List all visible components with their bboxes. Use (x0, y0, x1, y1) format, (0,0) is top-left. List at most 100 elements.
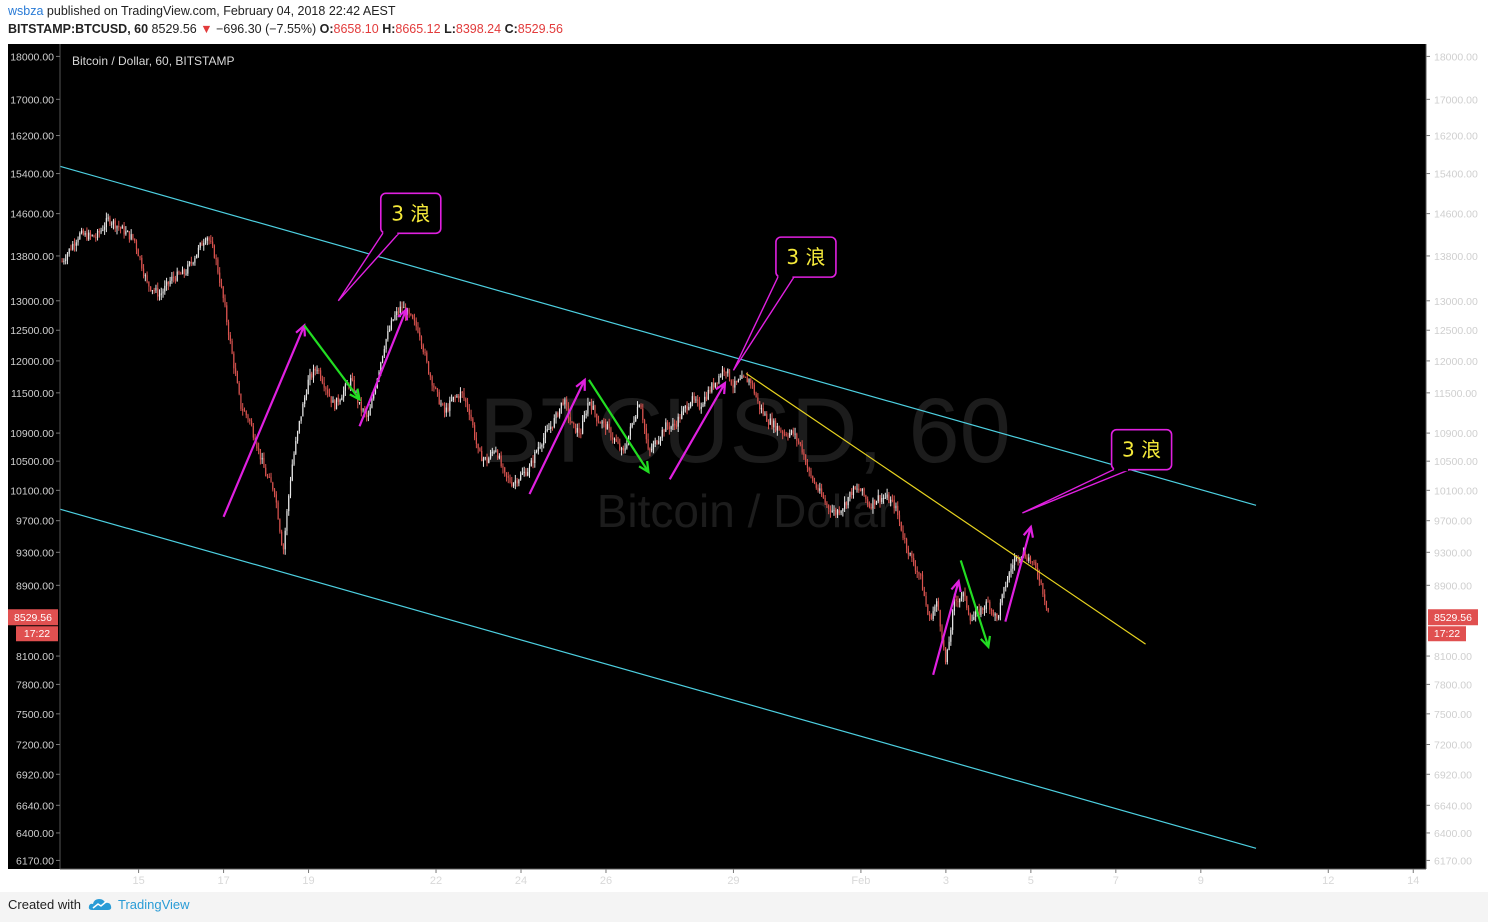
candle-body (118, 225, 120, 228)
candle-body (451, 400, 453, 402)
candle-body (96, 230, 99, 238)
candle-body (879, 495, 881, 502)
candle-body (966, 596, 968, 608)
candle-body (550, 426, 552, 430)
candle-body (789, 433, 791, 437)
candle-body (659, 437, 662, 442)
candle-body (812, 476, 814, 482)
candle-body (346, 384, 348, 386)
candle-body (622, 448, 624, 451)
candle-body (955, 599, 957, 601)
callout-label: 3 浪 (1122, 438, 1161, 462)
candle-body (681, 411, 683, 419)
candle-body (259, 448, 262, 460)
callout-box (1110, 428, 1173, 471)
candle-body (647, 439, 649, 449)
candle-body (80, 230, 83, 234)
candle-body (852, 486, 855, 496)
watermark-name: Bitcoin / Dollar (597, 485, 894, 537)
candle-body (711, 383, 713, 392)
impulse-arrow-head (715, 380, 727, 395)
tradingview-link[interactable]: TradingView (118, 897, 190, 912)
candle-body (1013, 558, 1016, 565)
high-value: 8665.12 (395, 22, 441, 36)
candle-body (1026, 557, 1028, 561)
candle-body (394, 315, 396, 320)
candle-body (829, 508, 832, 512)
candle-body (636, 406, 639, 418)
candle-body (525, 471, 527, 476)
candle-body (319, 370, 322, 379)
candle-body (281, 531, 283, 546)
candle-body (330, 396, 332, 403)
y-tick-label: 6170.00 (16, 855, 54, 867)
candle-body (217, 259, 219, 273)
candle-body (180, 273, 182, 275)
candle-body (854, 486, 856, 490)
tradingview-cloud-icon[interactable] (88, 896, 112, 912)
candle-body (688, 406, 690, 410)
candle-body (362, 409, 364, 411)
y-tick-label: 8100.00 (16, 651, 54, 663)
candle-body (265, 467, 267, 477)
candle-body (181, 269, 184, 275)
author-link[interactable]: wsbza (8, 4, 44, 18)
candle-body (233, 353, 235, 369)
candle-body (160, 293, 162, 295)
candle-body (751, 383, 754, 385)
candle-body (613, 438, 616, 440)
y-tick-label: 18000.00 (10, 51, 54, 63)
candle-body (493, 451, 495, 453)
candle-body (456, 395, 458, 398)
candle-body (383, 349, 385, 357)
candle-body (587, 403, 589, 414)
candle-body (895, 505, 897, 509)
candle-body (732, 384, 734, 388)
candle-body (757, 397, 759, 402)
candle-body (527, 472, 529, 476)
candle-body (252, 425, 254, 438)
correction-arrow (959, 560, 990, 648)
candle-body (994, 613, 996, 616)
candle-body (944, 647, 947, 663)
candle-body (962, 592, 964, 597)
candle-body (426, 352, 428, 362)
candle-body (911, 552, 913, 559)
y-tick-label: 9700.00 (16, 516, 54, 528)
candle-body (286, 511, 288, 531)
close-label: C: (504, 22, 518, 36)
candle-body (495, 450, 497, 452)
candle-body (489, 452, 492, 459)
candle-body (498, 455, 501, 459)
y-tick-label: 16200.00 (1434, 131, 1478, 143)
price-chart[interactable]: BTCUSD, 60 Bitcoin / Dollar Bitcoin / Do… (0, 42, 1488, 892)
candle-body (530, 460, 532, 467)
impulse-arrow (1004, 526, 1032, 622)
candle-body (192, 262, 194, 264)
candle-body (620, 448, 623, 450)
x-tick-label: 7 (1113, 875, 1119, 887)
y-tick-label: 13000.00 (10, 296, 54, 308)
candle-body (870, 507, 872, 509)
x-tick-label: 15 (132, 875, 144, 887)
candle-body (155, 287, 157, 291)
y-tick-label: 11500.00 (11, 388, 54, 400)
candle-body (571, 421, 573, 424)
open-label: O: (319, 22, 334, 36)
candle-body (392, 319, 394, 321)
candle-body (523, 471, 525, 474)
symbol-label: BITSTAMP:BTCUSD, 60 (8, 22, 149, 36)
impulse-arrow-head (950, 578, 962, 593)
candle-body (663, 429, 665, 432)
candle-body (350, 378, 352, 387)
candle-body (164, 285, 166, 292)
candle-body (799, 442, 801, 445)
candle-body (661, 429, 663, 438)
candle-body (452, 396, 454, 401)
candle-body (805, 455, 807, 465)
candle-body (367, 415, 369, 417)
candle-body (130, 234, 132, 240)
candle-body (633, 421, 635, 424)
candle-body (102, 229, 104, 231)
candle-body (245, 411, 247, 416)
